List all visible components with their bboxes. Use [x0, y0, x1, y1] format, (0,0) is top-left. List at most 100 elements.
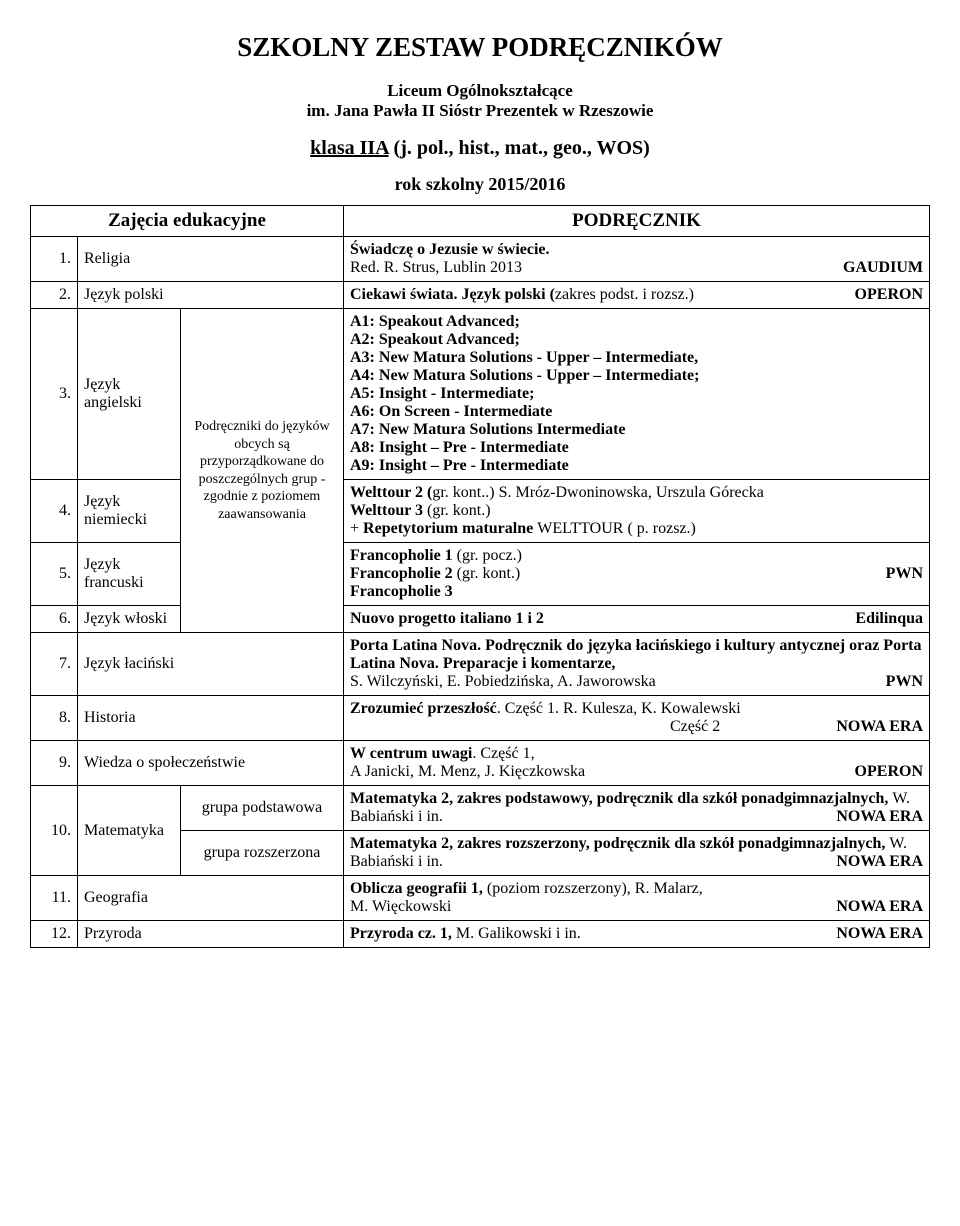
row-num: 4.	[31, 480, 78, 543]
row-num: 11.	[31, 876, 78, 921]
class-underlined: klasa IIA	[310, 137, 388, 159]
row-subject: Geografia	[78, 876, 344, 921]
table-row: 6. Język włoski Nuovo progetto italiano …	[31, 606, 930, 633]
lang-note: Podręczniki do języków obcych są przypor…	[181, 309, 344, 633]
row-book: Francopholie 1 (gr. pocz.) Francopholie …	[344, 543, 930, 606]
table-row: 8. Historia Zrozumieć przeszłość. Część …	[31, 696, 930, 741]
publisher: NOWA ERA	[836, 925, 923, 943]
book-detail: . Część 1,	[472, 745, 534, 762]
row-subject: Historia	[78, 696, 344, 741]
book-author: A Janicki, M. Menz, J. Kięczkowska	[350, 763, 585, 781]
group-extended: grupa rozszerzona	[181, 831, 344, 876]
row-num: 7.	[31, 633, 78, 696]
row-book: Ciekawi świata. Język polski (zakres pod…	[344, 282, 930, 309]
class-rest: (j. pol., hist., mat., geo., WOS)	[389, 137, 650, 159]
book-part: Część 2	[670, 718, 720, 736]
book-line: A9: Insight – Pre - Intermediate	[350, 457, 923, 475]
table-row: 11. Geografia Oblicza geografii 1, (pozi…	[31, 876, 930, 921]
book-line: A2: Speakout Advanced;	[350, 331, 923, 349]
book-line: A3: New Matura Solutions - Upper – Inter…	[350, 349, 923, 367]
book-detail: . Część 1. R. Kulesza, K. Kowalewski	[497, 700, 741, 717]
book-title: Matematyka 2, zakres podstawowy, podręcz…	[350, 790, 892, 807]
book-title: Francopholie 2	[350, 565, 457, 582]
table-row: 1. Religia Świadczę o Jezusie w świecie.…	[31, 237, 930, 282]
book-line: A4: New Matura Solutions - Upper – Inter…	[350, 367, 923, 385]
book-title: Świadczę o Jezusie w świecie.	[350, 241, 923, 259]
row-book: Przyroda cz. 1, M. Galikowski i in. NOWA…	[344, 921, 930, 948]
book-title: Ciekawi świata. Język polski (	[350, 286, 555, 303]
row-subject: Język angielski	[78, 309, 181, 480]
row-num: 3.	[31, 309, 78, 480]
book-detail: (poziom rozszerzony), R. Malarz,	[487, 880, 703, 897]
group-basic: grupa podstawowa	[181, 786, 344, 831]
row-book: Porta Latina Nova. Podręcznik do języka …	[344, 633, 930, 696]
table-row: 3. Język angielski Podręczniki do językó…	[31, 309, 930, 480]
book-title: Porta Latina Nova. Podręcznik do języka …	[350, 637, 923, 673]
publisher: PWN	[886, 565, 923, 583]
book-title: Przyroda cz. 1,	[350, 925, 456, 942]
row-book: A1: Speakout Advanced; A2: Speakout Adva…	[344, 309, 930, 480]
publisher: NOWA ERA	[836, 718, 923, 736]
school-line-2: im. Jana Pawła II Sióstr Prezentek w Rze…	[30, 101, 930, 121]
book-author: Red. R. Strus, Lublin 2013	[350, 259, 522, 277]
row-book: W centrum uwagi. Część 1, A Janicki, M. …	[344, 741, 930, 786]
row-book: Oblicza geografii 1, (poziom rozszerzony…	[344, 876, 930, 921]
book-line: A8: Insight – Pre - Intermediate	[350, 439, 923, 457]
class-line: klasa IIA (j. pol., hist., mat., geo., W…	[30, 137, 930, 160]
book-group: (gr. kont.)	[427, 502, 491, 519]
publisher: Edilinqua	[855, 610, 923, 628]
publisher: NOWA ERA	[836, 898, 923, 916]
row-num: 1.	[31, 237, 78, 282]
th-textbook: PODRĘCZNIK	[344, 206, 930, 237]
page-title: SZKOLNY ZESTAW PODRĘCZNIKÓW	[30, 32, 930, 63]
textbook-table: Zajęcia edukacyjne PODRĘCZNIK 1. Religia…	[30, 205, 930, 948]
book-group: (gr. kont.)	[457, 565, 521, 582]
publisher: GAUDIUM	[843, 259, 923, 277]
row-num: 9.	[31, 741, 78, 786]
book-title: Oblicza geografii 1,	[350, 880, 487, 897]
book-author: M. Więckowski	[350, 898, 451, 916]
table-row: 4. Język niemiecki Welttour 2 (gr. kont.…	[31, 480, 930, 543]
book-detail: WELTTOUR ( p. rozsz.)	[537, 520, 696, 537]
book-title: Matematyka 2, zakres rozszerzony, podręc…	[350, 835, 889, 852]
row-book: Nuovo progetto italiano 1 i 2Edilinqua	[344, 606, 930, 633]
publisher: OPERON	[855, 763, 923, 781]
row-num: 8.	[31, 696, 78, 741]
book-group: gr. kont..)	[432, 484, 498, 501]
book-title: Francopholie 1	[350, 547, 457, 564]
plus: +	[350, 520, 363, 537]
book-line: A5: Insight - Intermediate;	[350, 385, 923, 403]
table-row: 12. Przyroda Przyroda cz. 1, M. Galikows…	[31, 921, 930, 948]
table-row: 2. Język polski Ciekawi świata. Język po…	[31, 282, 930, 309]
publisher: NOWA ERA	[836, 853, 923, 871]
book-title: Francopholie 3	[350, 583, 923, 601]
row-book: Matematyka 2, zakres podstawowy, podręcz…	[344, 786, 930, 831]
row-subject: Język polski	[78, 282, 344, 309]
row-book: Welttour 2 (gr. kont..) S. Mróz-Dwoninow…	[344, 480, 930, 543]
row-subject: Język francuski	[78, 543, 181, 606]
book-title: Repetytorium maturalne	[363, 520, 537, 537]
table-row: 7. Język łaciński Porta Latina Nova. Pod…	[31, 633, 930, 696]
row-num: 10.	[31, 786, 78, 876]
row-subject: Religia	[78, 237, 344, 282]
table-row: 10. Matematyka grupa podstawowa Matematy…	[31, 786, 930, 831]
table-row: 5. Język francuski Francopholie 1 (gr. p…	[31, 543, 930, 606]
row-book: Świadczę o Jezusie w świecie. Red. R. St…	[344, 237, 930, 282]
row-num: 6.	[31, 606, 78, 633]
table-header-row: Zajęcia edukacyjne PODRĘCZNIK	[31, 206, 930, 237]
book-title: Welttour 3	[350, 502, 427, 519]
row-subject: Wiedza o społeczeństwie	[78, 741, 344, 786]
row-subject: Język niemiecki	[78, 480, 181, 543]
row-num: 2.	[31, 282, 78, 309]
book-author: M. Galikowski i in.	[456, 925, 581, 942]
school-year: rok szkolny 2015/2016	[30, 174, 930, 195]
publisher: PWN	[886, 673, 923, 691]
row-book: Zrozumieć przeszłość. Część 1. R. Kulesz…	[344, 696, 930, 741]
book-line: A6: On Screen - Intermediate	[350, 403, 923, 421]
school-line-1: Liceum Ogólnokształcące	[30, 81, 930, 101]
book-scope: zakres podst. i rozsz.)	[555, 286, 694, 303]
th-subjects: Zajęcia edukacyjne	[31, 206, 344, 237]
row-book: Matematyka 2, zakres rozszerzony, podręc…	[344, 831, 930, 876]
book-title: W centrum uwagi	[350, 745, 472, 762]
publisher: OPERON	[855, 286, 923, 304]
